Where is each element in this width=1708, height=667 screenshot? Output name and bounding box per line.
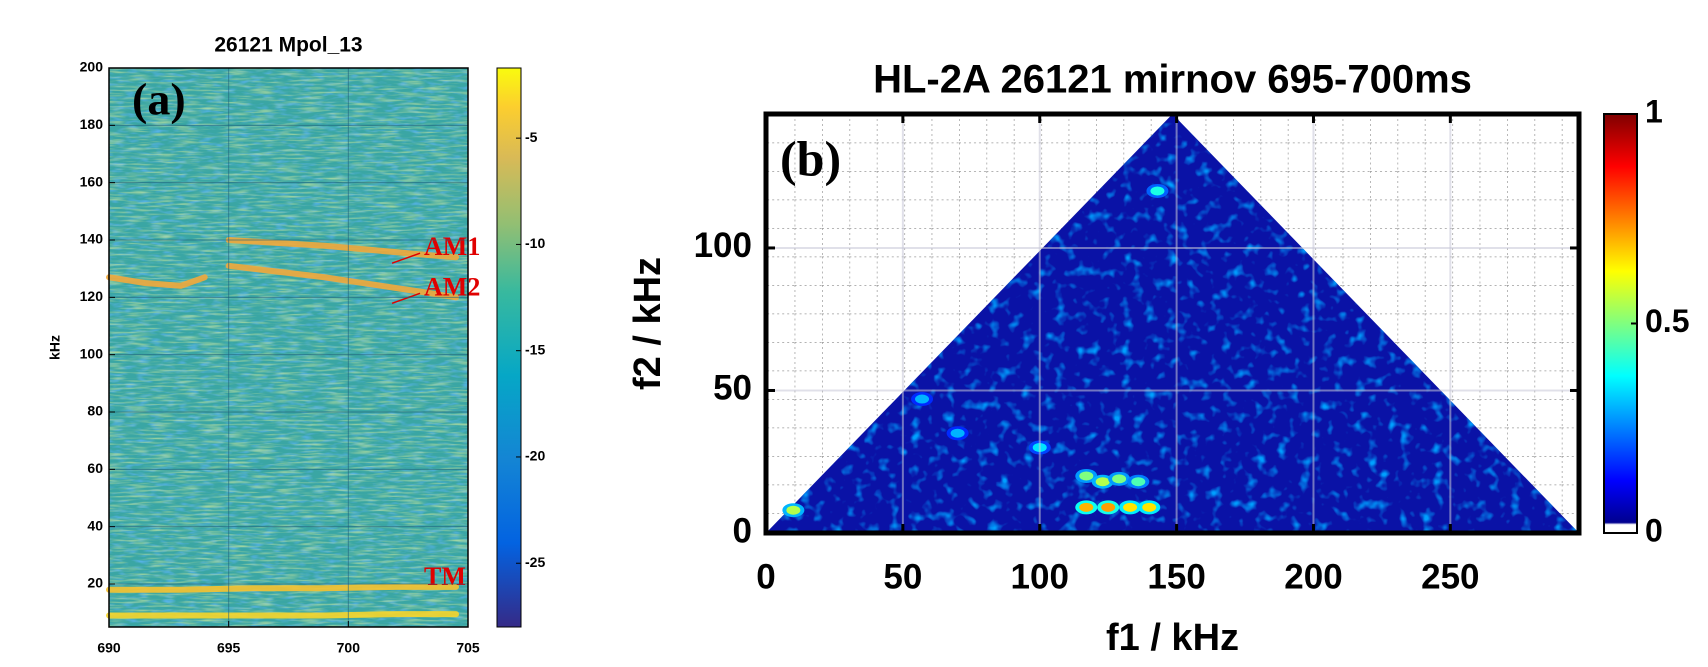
peak [786, 505, 801, 515]
mode-trace [106, 611, 460, 619]
y-tick-label: 80 [87, 403, 103, 419]
x-tick-label: 100 [1011, 557, 1069, 596]
x-tick-label: 50 [883, 557, 922, 596]
peak [950, 428, 965, 438]
peak [1079, 471, 1094, 481]
plot-frame [108, 67, 469, 628]
colorbar-tick-label: 0.5 [1645, 303, 1689, 339]
peak [1127, 474, 1150, 489]
x-tick-label: 705 [456, 640, 480, 656]
peak [946, 426, 969, 441]
peak [782, 503, 805, 518]
peak [1097, 500, 1120, 515]
colorbar-tick-label: -5 [525, 129, 538, 145]
y-tick-label: 200 [80, 59, 104, 75]
mode-trace [106, 583, 460, 593]
peak [1146, 183, 1169, 198]
x-tick-label: 0 [756, 557, 775, 596]
peak [1079, 502, 1094, 512]
colorbar-tick-label: -15 [525, 341, 545, 357]
x-tick-label: 250 [1421, 557, 1479, 596]
y-tick-label: 60 [87, 460, 103, 476]
colorbar-tick-label: -25 [525, 554, 545, 570]
y-axis-label: kHz [47, 335, 63, 360]
chart-title: HL-2A 26121 mirnov 695-700ms [873, 58, 1472, 102]
annotation-pointer [391, 252, 421, 264]
peak [911, 392, 934, 407]
x-axis-label: f1 / kHz [1106, 617, 1239, 659]
peak [1101, 502, 1116, 512]
mode-label: AM1 [424, 232, 480, 261]
chart-title: 26121 Mpol_13 [214, 34, 362, 57]
panel-label: (b) [780, 130, 841, 186]
y-tick-label: 100 [694, 226, 752, 265]
x-tick-label: 200 [1284, 557, 1342, 596]
mode-label: TM [424, 562, 466, 591]
y-tick-label: 120 [80, 288, 104, 304]
peak [1150, 186, 1165, 196]
peak [1095, 477, 1110, 487]
mode-label: AM2 [424, 272, 480, 301]
y-tick-label: 180 [80, 116, 104, 132]
y-tick-label: 50 [713, 369, 752, 408]
peak [1075, 468, 1098, 483]
x-tick-label: 150 [1147, 557, 1205, 596]
peak [1142, 502, 1157, 512]
colorbar [496, 67, 522, 628]
x-tick-label: 695 [217, 640, 241, 656]
peak [1112, 474, 1127, 484]
peak [1075, 500, 1098, 515]
peak [915, 394, 930, 404]
colorbar-tick-label: 0 [1645, 512, 1663, 548]
peak [1123, 502, 1138, 512]
mode-trace [106, 274, 208, 289]
peak [1108, 471, 1131, 486]
x-tick-label: 700 [337, 640, 361, 656]
annotation-pointer [391, 292, 421, 305]
x-tick-label: 690 [97, 640, 121, 656]
peak [1119, 500, 1142, 515]
y-tick-label: 0 [733, 511, 752, 550]
spectrogram-noise [109, 68, 468, 627]
colorbar-tick-label: 1 [1645, 93, 1663, 129]
y-tick-label: 100 [80, 345, 104, 361]
y-tick-label: 20 [87, 575, 103, 591]
y-tick-label: 140 [80, 231, 104, 247]
colorbar-tick-label: -10 [525, 235, 545, 251]
y-tick-label: 40 [87, 517, 103, 533]
y-axis-label: f2 / kHz [627, 257, 669, 390]
plot-frame [763, 111, 1582, 536]
peak [1138, 500, 1161, 515]
panel-label: (a) [132, 74, 186, 125]
y-tick-label: 160 [80, 173, 104, 189]
peak [1131, 477, 1146, 487]
colorbar-tick-label: -20 [525, 448, 545, 464]
